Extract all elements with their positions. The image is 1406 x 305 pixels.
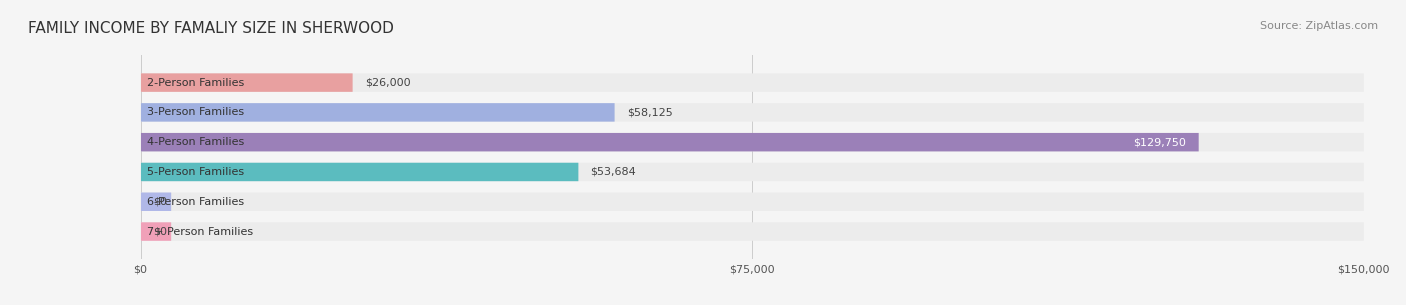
FancyBboxPatch shape — [141, 163, 1364, 181]
Text: 6-Person Families: 6-Person Families — [146, 197, 243, 207]
FancyBboxPatch shape — [141, 192, 172, 211]
FancyBboxPatch shape — [141, 133, 1199, 151]
Text: 3-Person Families: 3-Person Families — [146, 107, 243, 117]
Text: Source: ZipAtlas.com: Source: ZipAtlas.com — [1260, 21, 1378, 31]
Text: 5-Person Families: 5-Person Families — [146, 167, 243, 177]
Text: $26,000: $26,000 — [366, 77, 411, 88]
Text: 7+ Person Families: 7+ Person Families — [146, 227, 253, 237]
FancyBboxPatch shape — [141, 163, 578, 181]
Text: $58,125: $58,125 — [627, 107, 672, 117]
FancyBboxPatch shape — [141, 103, 1364, 122]
Text: FAMILY INCOME BY FAMALIY SIZE IN SHERWOOD: FAMILY INCOME BY FAMALIY SIZE IN SHERWOO… — [28, 21, 394, 36]
Text: 2-Person Families: 2-Person Families — [146, 77, 245, 88]
FancyBboxPatch shape — [141, 222, 172, 241]
Text: $0: $0 — [153, 227, 167, 237]
FancyBboxPatch shape — [141, 74, 353, 92]
FancyBboxPatch shape — [141, 133, 1364, 151]
FancyBboxPatch shape — [141, 74, 1364, 92]
FancyBboxPatch shape — [141, 103, 614, 122]
FancyBboxPatch shape — [141, 222, 1364, 241]
Text: $53,684: $53,684 — [591, 167, 637, 177]
Text: $129,750: $129,750 — [1133, 137, 1187, 147]
Text: 4-Person Families: 4-Person Families — [146, 137, 245, 147]
Text: $0: $0 — [153, 197, 167, 207]
FancyBboxPatch shape — [141, 192, 1364, 211]
